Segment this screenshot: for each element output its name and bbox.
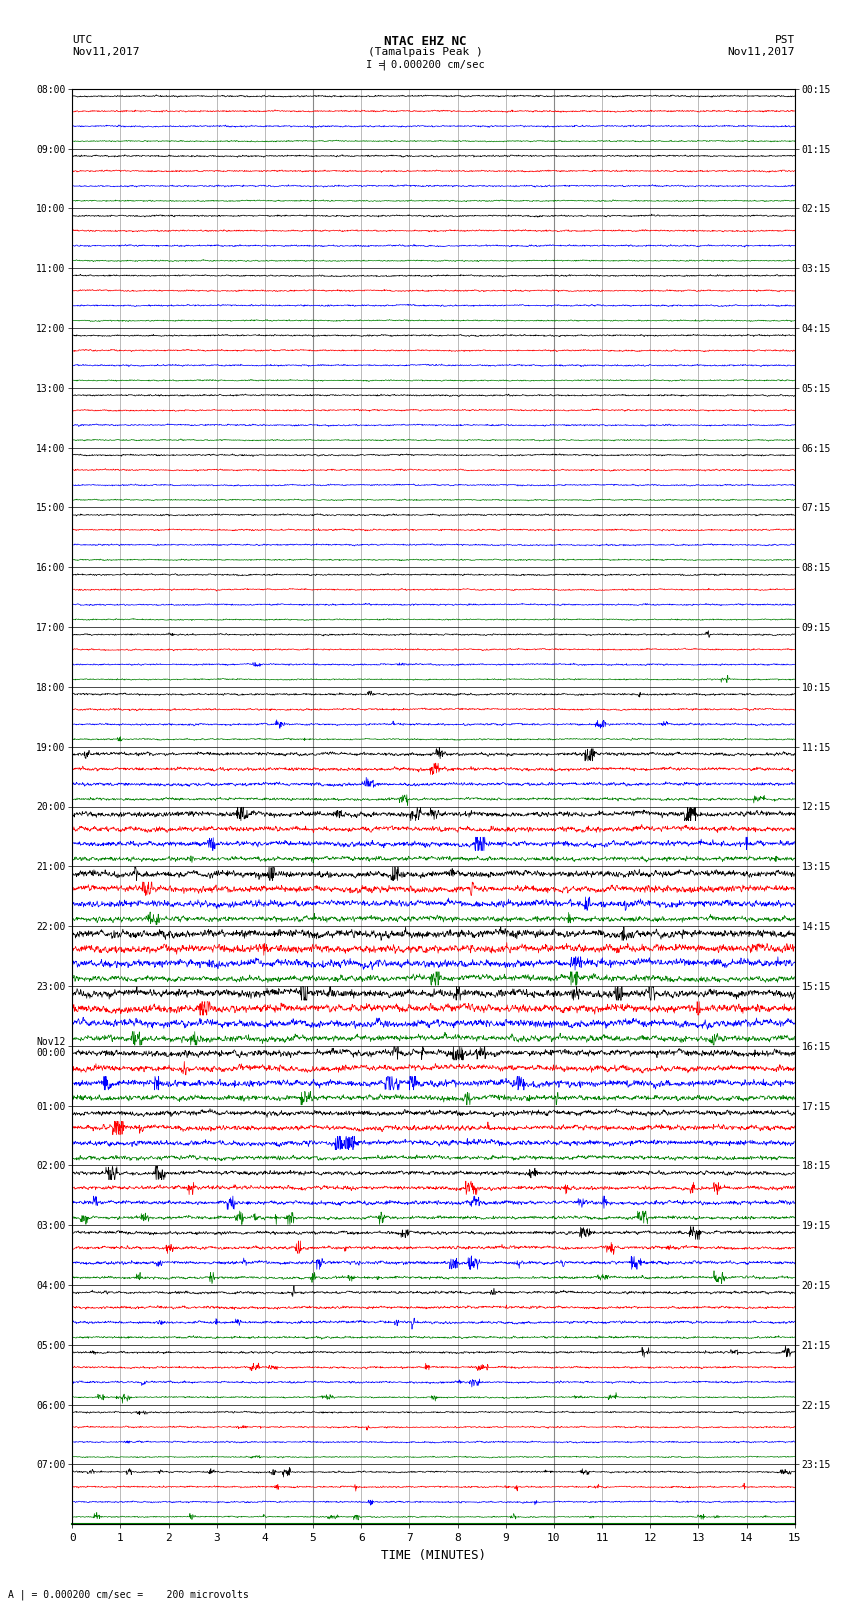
- Text: UTC
Nov11,2017: UTC Nov11,2017: [72, 35, 139, 56]
- Text: NTAC EHZ NC: NTAC EHZ NC: [383, 35, 467, 48]
- Text: PST
Nov11,2017: PST Nov11,2017: [728, 35, 795, 56]
- Text: A | = 0.000200 cm/sec =    200 microvolts: A | = 0.000200 cm/sec = 200 microvolts: [8, 1589, 249, 1600]
- Text: (Tamalpais Peak ): (Tamalpais Peak ): [367, 47, 483, 56]
- Text: |: |: [380, 60, 387, 71]
- X-axis label: TIME (MINUTES): TIME (MINUTES): [381, 1548, 486, 1561]
- Text: I = 0.000200 cm/sec: I = 0.000200 cm/sec: [366, 60, 484, 69]
